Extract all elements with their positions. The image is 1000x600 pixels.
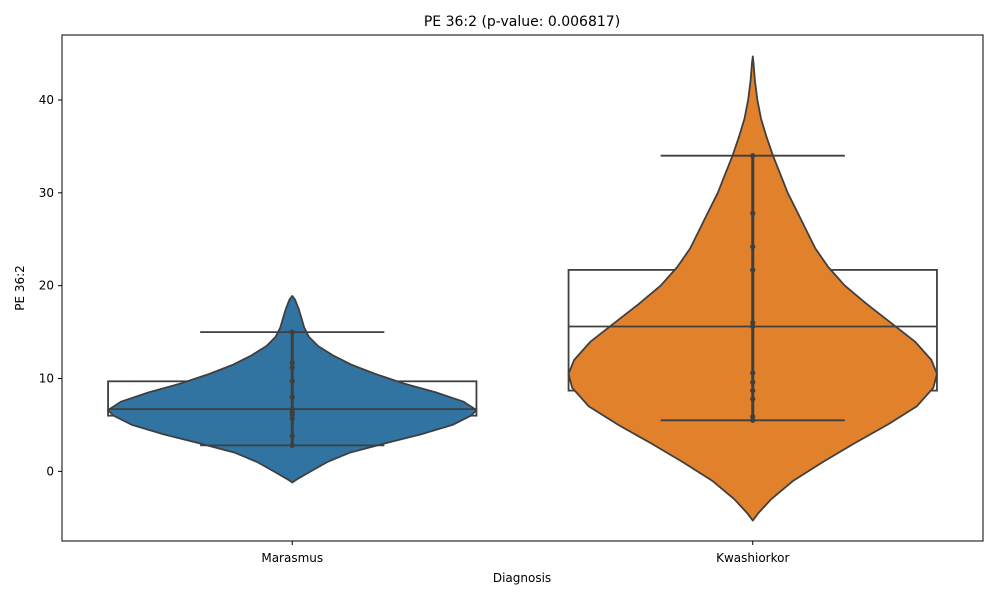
- plot-area: [107, 55, 938, 522]
- data-point-kwashiorkor: [750, 244, 756, 250]
- data-point-kwashiorkor: [750, 387, 756, 394]
- y-tick-label: 10: [39, 372, 54, 386]
- x-axis: Marasmus Kwashiorkor: [261, 541, 789, 565]
- x-tick-label-marasmus: Marasmus: [261, 551, 323, 565]
- x-axis-label: Diagnosis: [493, 571, 551, 585]
- data-point-marasmus: [289, 442, 295, 448]
- y-tick-label: 30: [39, 186, 54, 200]
- data-point-kwashiorkor: [750, 320, 756, 326]
- data-point-marasmus: [289, 329, 295, 335]
- y-tick-label: 0: [46, 464, 54, 478]
- data-point-kwashiorkor: [750, 153, 756, 159]
- data-point-kwashiorkor: [750, 417, 756, 423]
- data-point-kwashiorkor: [750, 379, 756, 385]
- y-tick-label: 40: [39, 93, 54, 107]
- data-point-marasmus: [289, 360, 295, 366]
- data-point-kwashiorkor: [750, 323, 756, 330]
- data-point-marasmus: [289, 406, 295, 412]
- data-point-marasmus: [289, 394, 295, 400]
- plot-frame: [61, 34, 984, 542]
- data-point-kwashiorkor: [750, 413, 756, 420]
- y-tick-label: 20: [39, 279, 54, 293]
- data-point-marasmus: [289, 433, 295, 439]
- data-point-marasmus: [289, 364, 295, 370]
- chart-title: PE 36:2 (p-value: 0.006817): [424, 14, 620, 30]
- data-point-kwashiorkor: [750, 210, 756, 216]
- y-axis: 0 10 20 30 40: [39, 93, 62, 478]
- x-tick-label-kwashiorkor: Kwashiorkor: [716, 551, 789, 565]
- data-point-marasmus: [289, 378, 295, 384]
- data-point-kwashiorkor: [750, 267, 756, 273]
- data-point-kwashiorkor: [750, 396, 756, 402]
- data-point-marasmus: [289, 415, 295, 422]
- y-axis-label: PE 36:2: [13, 265, 27, 311]
- data-point-kwashiorkor: [750, 370, 756, 376]
